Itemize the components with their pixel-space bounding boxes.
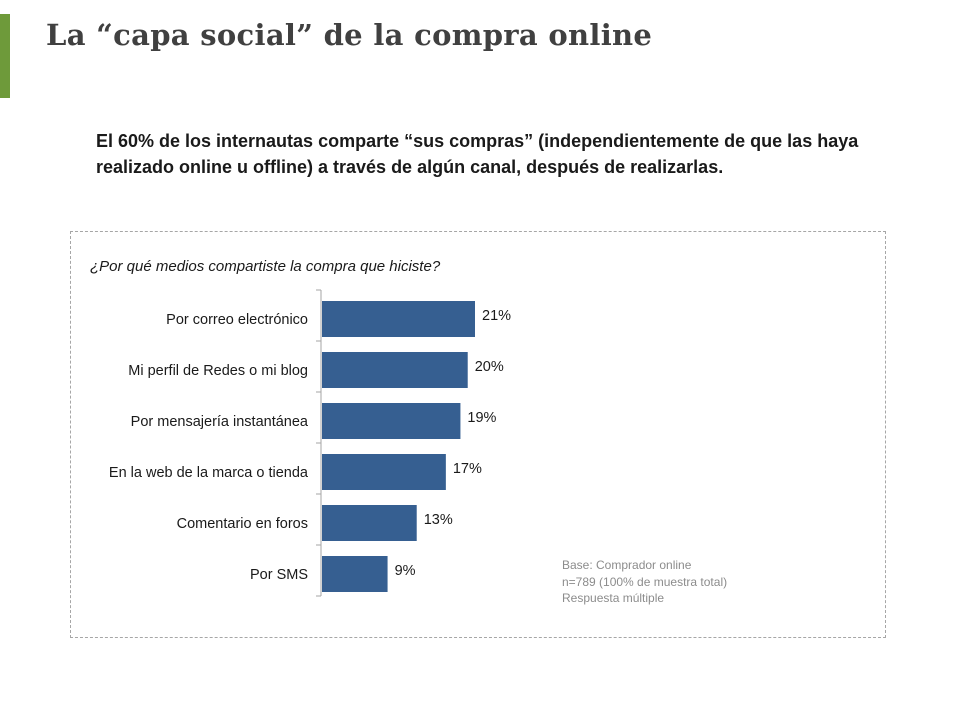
bar: [322, 505, 417, 541]
data-label: 19%: [467, 410, 496, 426]
category-label: Mi perfil de Redes o mi blog: [128, 363, 308, 379]
category-label: Por SMS: [250, 567, 308, 583]
accent-bar: [0, 14, 10, 98]
category-label: En la web de la marca o tienda: [109, 465, 309, 481]
bar: [322, 352, 468, 388]
category-label: Por correo electrónico: [166, 312, 308, 328]
category-label: Comentario en foros: [177, 516, 308, 532]
footnote-base: Base: Comprador online: [562, 558, 692, 572]
data-label: 17%: [453, 461, 482, 477]
footnote-response: Respuesta múltiple: [562, 591, 665, 605]
slide-title: La “capa social” de la compra online: [46, 18, 653, 52]
footnote-sample: n=789 (100% de muestra total): [562, 574, 728, 589]
footnote: Base: Comprador online n=789 (100% de mu…: [562, 557, 727, 607]
bar-chart: Por correo electrónico 21% Mi perfil de Re…: [109, 289, 511, 597]
bar: [322, 454, 446, 490]
data-label: 21%: [482, 308, 511, 324]
data-label: 20%: [475, 359, 504, 375]
data-label: 13%: [424, 512, 453, 528]
bar: [322, 556, 388, 592]
lead-paragraph: El 60% de los internautas comparte “sus …: [96, 131, 859, 177]
chart-frame: [70, 231, 886, 638]
bar: [322, 301, 475, 337]
bar: [322, 403, 461, 439]
category-label: Por mensajería instantánea: [131, 414, 309, 430]
data-label: 9%: [395, 563, 416, 579]
chart-title: ¿Por qué medios compartiste la compra qu…: [90, 258, 441, 275]
